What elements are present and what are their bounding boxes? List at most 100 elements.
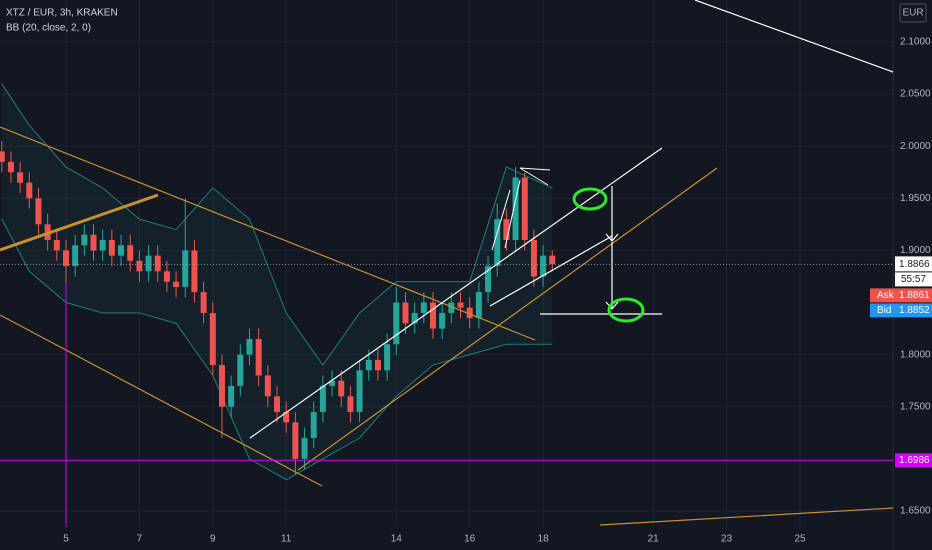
y-tick-label: 1.7500 <box>900 401 931 412</box>
candle-body <box>292 422 299 459</box>
candle-body <box>72 245 79 267</box>
candle-body <box>347 396 354 412</box>
x-tick-label: 11 <box>281 534 292 545</box>
arrow <box>605 186 619 310</box>
candle-body <box>329 380 336 386</box>
trend-line <box>0 314 323 487</box>
candle-body <box>310 411 317 439</box>
candle-body <box>237 354 244 386</box>
candle-body <box>319 385 326 412</box>
indicator-label: BB (20, close, 2, 0) <box>6 23 91 34</box>
x-tick-label: 18 <box>538 534 550 545</box>
candle-body <box>127 245 134 261</box>
candle-body <box>475 292 482 319</box>
candles <box>0 140 556 475</box>
band-upper <box>1 83 553 366</box>
candle-body <box>411 312 418 324</box>
last-price-box <box>895 256 932 272</box>
candle-body <box>0 151 5 162</box>
candle-body <box>255 339 262 376</box>
y-tick-label: 2.0000 <box>900 141 931 152</box>
candle-body <box>540 255 547 277</box>
trend-line <box>297 167 718 471</box>
candle-body <box>512 177 519 241</box>
candle-body <box>521 177 528 241</box>
candle-body <box>209 312 216 366</box>
candle-body <box>338 380 345 397</box>
candle-body <box>191 250 198 293</box>
channel-line <box>694 0 894 73</box>
x-tick-label: 25 <box>794 534 806 545</box>
highlight-circle <box>607 297 645 323</box>
candle-body <box>420 302 427 313</box>
candle-body <box>503 219 510 241</box>
candle-body <box>301 438 308 459</box>
trend-line <box>0 193 159 252</box>
currency-label[interactable]: EUR <box>902 8 923 19</box>
y-tick-label: 2.1000 <box>900 37 931 48</box>
ask-box <box>870 288 932 303</box>
candle-body <box>228 385 235 407</box>
sketch-line <box>491 167 551 251</box>
candle-body <box>494 219 501 267</box>
y-tick-label: 1.8000 <box>900 349 931 360</box>
candle-body <box>246 339 253 355</box>
candle-body <box>136 260 143 272</box>
level-label: 1.6986 <box>899 455 930 466</box>
candle-body <box>17 172 24 183</box>
y-tick-label: 2.0500 <box>900 89 931 100</box>
candle-body <box>365 359 372 371</box>
countdown-box <box>895 272 932 287</box>
x-tick-label: 16 <box>464 534 476 545</box>
candle-body <box>393 302 400 345</box>
overlay: 1.8866 55:57 Ask 1.8861 Bid 1.8852 1.6986 <box>0 256 932 468</box>
candle-body <box>264 375 271 397</box>
candle-body <box>457 302 464 308</box>
x-tick-label: 14 <box>391 534 403 545</box>
y-tick-label: 1.9000 <box>900 245 931 256</box>
candle-body <box>283 411 290 423</box>
candle-body <box>154 255 161 272</box>
candle-body <box>549 255 556 264</box>
candle-body <box>173 281 180 287</box>
candle-body <box>384 344 391 371</box>
candle-body <box>26 182 33 199</box>
candle-body <box>530 240 537 277</box>
bid-value: 1.8852 <box>899 305 930 316</box>
chart-title: XTZ / EUR, 3h, KRAKEN <box>6 8 118 19</box>
drawings <box>0 0 894 527</box>
x-tick-label: 21 <box>648 534 660 545</box>
currency-box[interactable] <box>899 3 927 23</box>
bid-box <box>870 303 932 318</box>
candle-body <box>356 370 363 412</box>
candle-body <box>7 161 14 173</box>
candle-body <box>448 302 455 313</box>
trend-line <box>599 507 894 526</box>
candle-body <box>90 234 97 251</box>
candle-body <box>274 396 281 412</box>
bid-label: Bid <box>877 305 891 316</box>
candle-body <box>35 198 42 225</box>
x-tick-label: 5 <box>63 534 69 545</box>
highlight-circle <box>572 187 608 211</box>
candle-body <box>108 240 115 256</box>
candle-body <box>118 245 125 256</box>
candle-body <box>466 307 473 319</box>
x-tick-label: 9 <box>210 534 216 545</box>
channel-line <box>489 235 613 307</box>
candle-body <box>145 255 152 272</box>
last-price-label: 1.8866 <box>899 259 930 270</box>
candle-body <box>439 312 446 329</box>
channel-line <box>249 147 663 439</box>
candle-body <box>402 302 409 324</box>
x-tick-label: 23 <box>721 534 733 545</box>
ask-label: Ask <box>877 290 895 301</box>
candle-body <box>485 266 492 293</box>
candle-body <box>53 240 60 251</box>
y-tick-label: 1.6500 <box>900 506 931 517</box>
candle-body <box>218 365 225 407</box>
y-tick-label: 1.9500 <box>900 193 931 204</box>
level-box <box>895 453 932 468</box>
